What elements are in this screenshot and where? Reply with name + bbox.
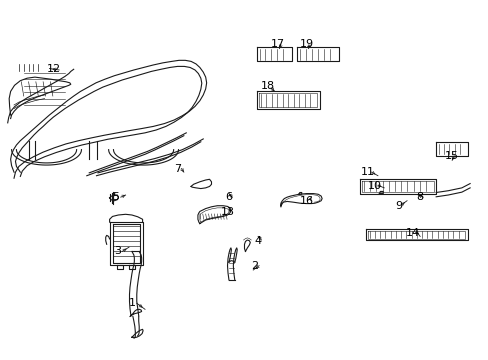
Text: 4: 4 bbox=[254, 237, 261, 247]
Text: 9: 9 bbox=[394, 201, 402, 211]
Text: 8: 8 bbox=[416, 192, 423, 202]
Text: 12: 12 bbox=[47, 64, 61, 73]
Text: 3: 3 bbox=[114, 247, 121, 256]
Text: 13: 13 bbox=[220, 207, 234, 217]
Text: 15: 15 bbox=[444, 151, 458, 161]
Text: 17: 17 bbox=[270, 39, 284, 49]
Text: 10: 10 bbox=[367, 181, 381, 192]
Text: 6: 6 bbox=[225, 192, 232, 202]
Text: 1: 1 bbox=[128, 298, 135, 308]
Text: 11: 11 bbox=[361, 167, 374, 177]
Text: 2: 2 bbox=[250, 261, 257, 271]
Text: 18: 18 bbox=[260, 81, 274, 91]
Text: 14: 14 bbox=[406, 228, 420, 238]
Text: 5: 5 bbox=[112, 192, 119, 202]
Text: 16: 16 bbox=[299, 196, 313, 206]
Text: 19: 19 bbox=[299, 39, 313, 49]
Text: 7: 7 bbox=[174, 163, 181, 174]
